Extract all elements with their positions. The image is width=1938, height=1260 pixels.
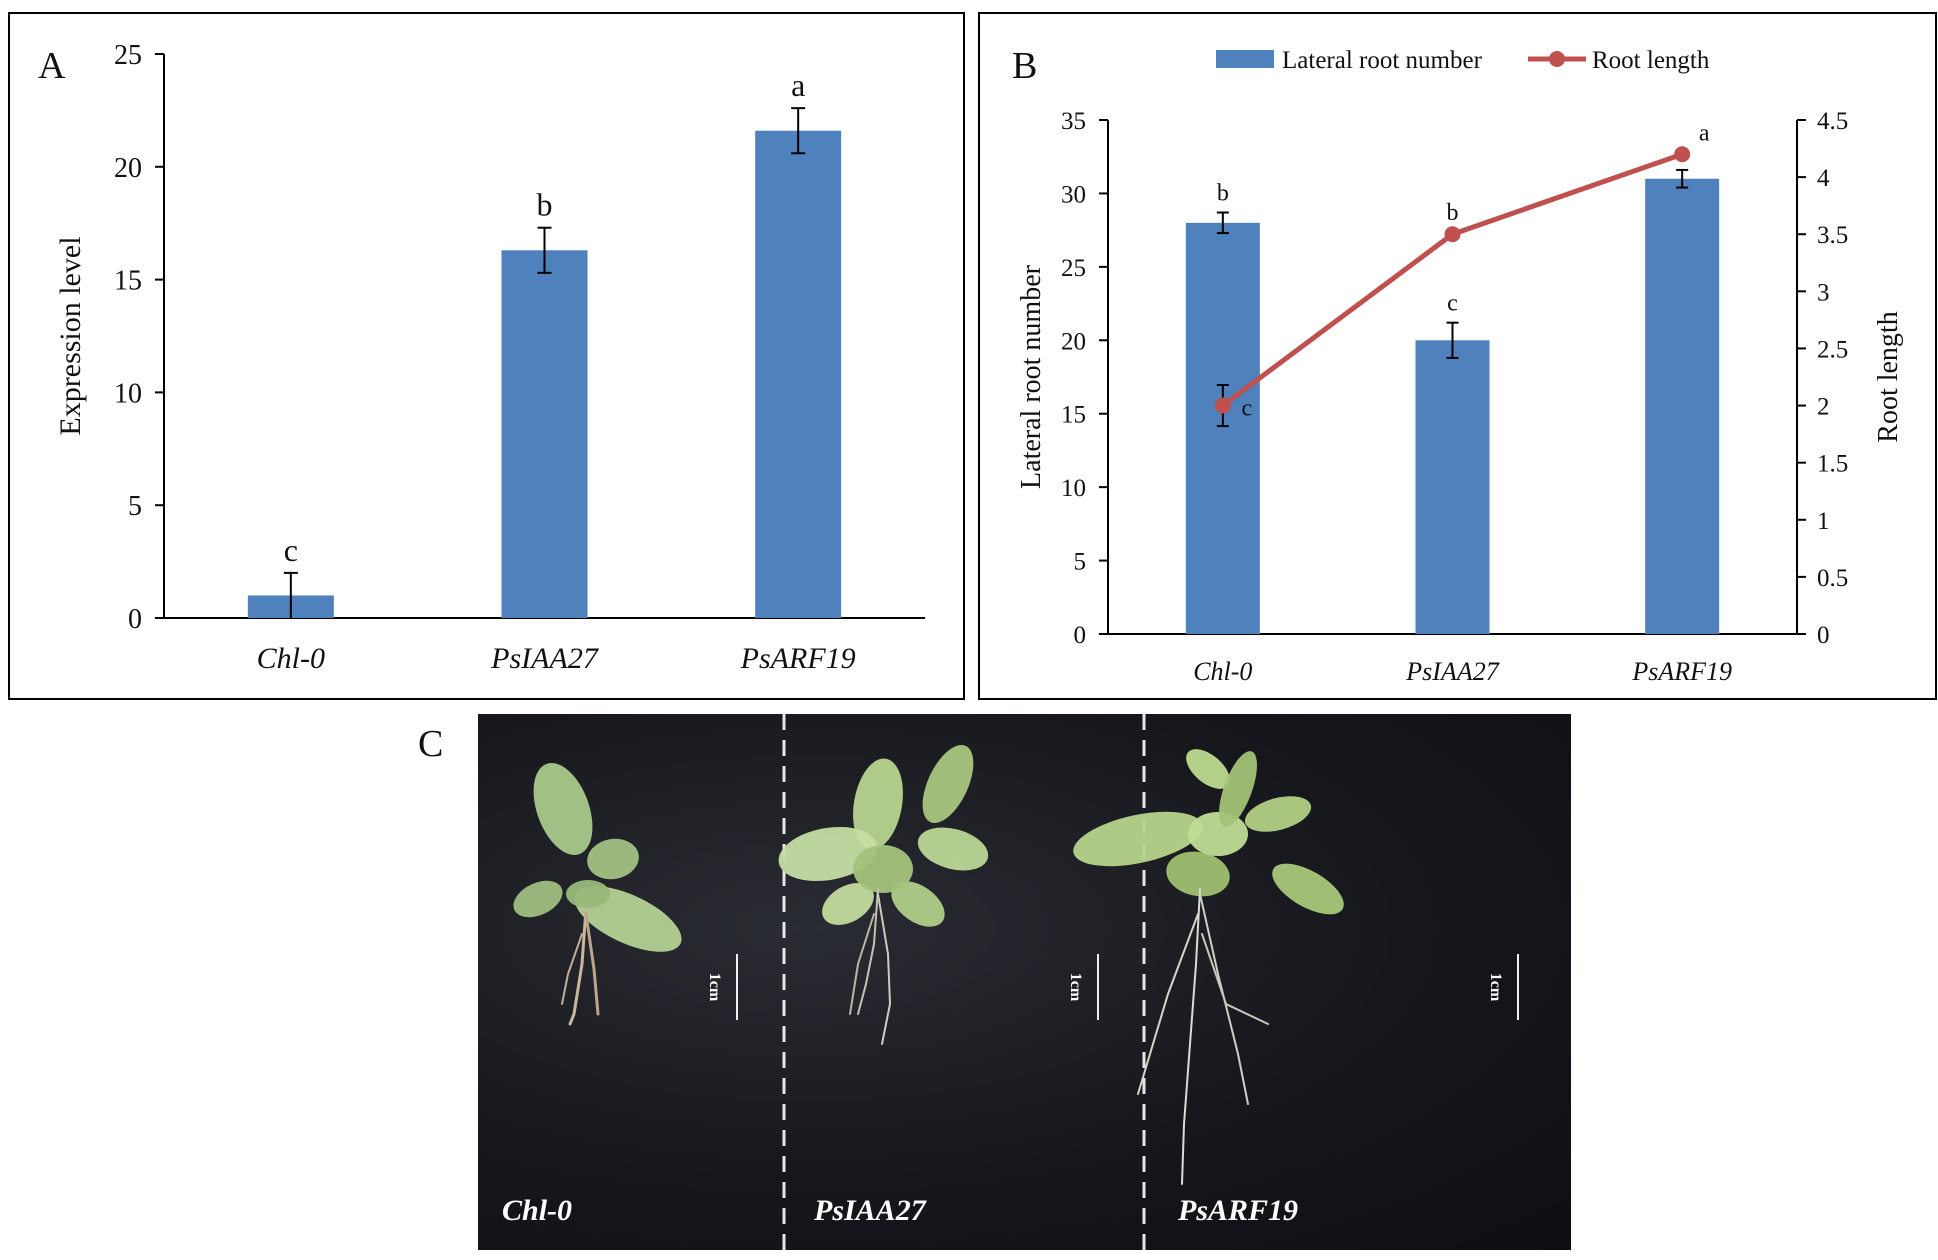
bar <box>755 130 842 618</box>
x-tick-label: Chl-0 <box>257 642 325 675</box>
root-strand <box>849 913 875 1015</box>
root-length-point <box>1674 146 1691 163</box>
left-y-axis-label: Lateral root number <box>1016 264 1047 489</box>
left-y-tick-label: 30 <box>1061 181 1086 208</box>
left-y-tick-label: 10 <box>1061 475 1086 502</box>
leaf <box>1166 851 1230 897</box>
right-y-tick-label: 3 <box>1817 279 1830 306</box>
leaf <box>853 845 913 893</box>
right-y-tick-label: 1.5 <box>1817 451 1848 478</box>
legend-bar-label: Lateral root number <box>1282 47 1483 74</box>
right-y-tick-label: 4.5 <box>1817 108 1848 135</box>
y-tick-label: 15 <box>114 266 142 297</box>
bar <box>501 250 588 618</box>
scale-label-1: 1cm <box>706 972 724 1002</box>
scale-bar-3 <box>1517 954 1519 1020</box>
right-y-tick-label: 3.5 <box>1817 222 1848 249</box>
line-significance-label: b <box>1447 200 1459 226</box>
right-y-tick-label: 1 <box>1817 508 1830 535</box>
y-tick-label: 25 <box>114 40 142 71</box>
right-y-tick-label: 2 <box>1817 394 1830 421</box>
bar <box>1185 222 1260 635</box>
y-axis-label: Expression level <box>54 236 87 435</box>
bar-significance-label: b <box>1217 181 1229 207</box>
panel-a-label: A <box>38 45 66 87</box>
root-strand <box>584 912 600 1016</box>
leaf <box>533 763 593 855</box>
left-y-tick-label: 20 <box>1061 328 1086 355</box>
scale-label-2: 1cm <box>1067 972 1085 1002</box>
right-y-axis-label: Root length <box>1873 311 1904 442</box>
legend-line-marker <box>1549 51 1565 67</box>
photo-label-psiaa27: PsIAA27 <box>814 1194 926 1227</box>
significance-label: b <box>537 187 553 223</box>
leaf <box>566 880 610 908</box>
leaf <box>822 883 874 925</box>
legend-line-label: Root length <box>1592 47 1710 74</box>
x-tick-label: PsIAA27 <box>1405 657 1499 686</box>
panel-c-label: C <box>418 723 444 765</box>
root-strand <box>1137 913 1199 1095</box>
bar <box>1415 340 1490 634</box>
y-tick-label: 10 <box>114 378 142 409</box>
y-tick-label: 0 <box>128 604 142 635</box>
root-length-point <box>1444 226 1461 243</box>
panel-b-label: B <box>1012 45 1037 87</box>
scale-bar-2 <box>1097 954 1099 1020</box>
root-strand <box>1181 888 1201 1185</box>
line-significance-label: a <box>1699 120 1710 146</box>
leaf <box>1219 751 1257 827</box>
leaf <box>891 881 945 927</box>
left-y-tick-label: 35 <box>1061 108 1086 135</box>
photo-label-chl0: Chl-0 <box>502 1194 573 1227</box>
right-y-tick-label: 4 <box>1817 165 1830 192</box>
leaf <box>513 880 563 918</box>
leaf <box>1188 812 1248 856</box>
x-tick-label: PsIAA27 <box>490 642 600 675</box>
bar-significance-label: c <box>1447 291 1458 317</box>
root-strand <box>1199 893 1249 1105</box>
leaf <box>922 745 974 823</box>
x-tick-label: Chl-0 <box>1193 657 1252 686</box>
chart-b-svg: B Lateral root number Root length051015202… <box>1012 45 1904 686</box>
y-tick-label: 5 <box>128 491 142 522</box>
leaf <box>917 827 989 871</box>
seedling-photo: Chl-0 PsIAA27 PsARF19 1cm 1cm 1cm <box>478 714 1571 1250</box>
bar <box>1645 178 1720 634</box>
root-strand <box>857 888 879 1015</box>
left-y-tick-label: 5 <box>1074 549 1087 576</box>
y-tick-label: 20 <box>114 153 142 184</box>
root-strand <box>877 893 892 1045</box>
x-tick-label: PsARF19 <box>740 642 856 675</box>
leaf <box>1073 811 1203 867</box>
leaf <box>853 758 903 850</box>
root-strand <box>561 933 583 1005</box>
significance-label: c <box>284 532 298 568</box>
chart-a-svg: A 0 5 10 15 20 25 Expression level c Chl-0 b PsIAA2… <box>38 40 925 675</box>
legend-bar-swatch <box>1216 50 1274 68</box>
leaf <box>778 826 878 882</box>
right-y-tick-label: 0.5 <box>1817 565 1848 592</box>
seedling-drawing <box>513 714 1344 1250</box>
leaf <box>1244 796 1312 832</box>
root-strand <box>1201 933 1269 1025</box>
left-y-tick-label: 15 <box>1061 402 1086 429</box>
panel-a-expression-chart: A 0 5 10 15 20 25 Expression level c Chl-0 b PsIAA2… <box>8 12 965 700</box>
line-significance-label: c <box>1242 396 1253 422</box>
photo-label-psarf19: PsARF19 <box>1178 1194 1299 1227</box>
x-tick-label: PsARF19 <box>1631 657 1732 686</box>
scale-bar-1 <box>736 954 738 1020</box>
leaf <box>1272 863 1344 915</box>
scale-label-3: 1cm <box>1487 972 1505 1002</box>
left-y-tick-label: 0 <box>1074 622 1087 649</box>
left-y-tick-label: 25 <box>1061 255 1086 282</box>
root-length-point <box>1214 397 1231 414</box>
leaf <box>587 838 639 880</box>
panel-b-root-chart: B Lateral root number Root length 0 5 10 15 20 2… <box>978 12 1937 700</box>
root-strand <box>568 907 588 1026</box>
significance-label: a <box>791 67 805 103</box>
leaf <box>1186 749 1230 789</box>
right-y-tick-label: 2.5 <box>1817 336 1848 363</box>
right-y-tick-label: 0 <box>1817 622 1830 649</box>
